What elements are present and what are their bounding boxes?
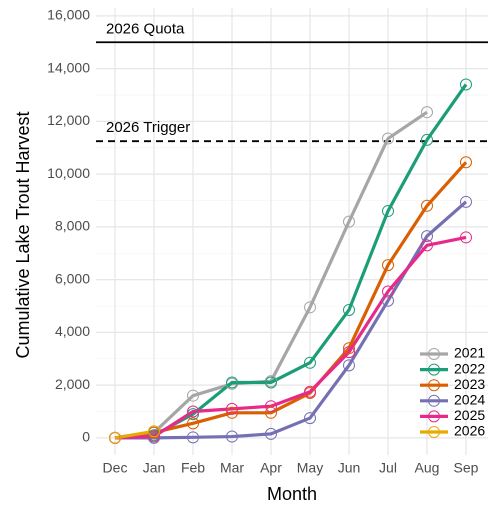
data-point — [187, 431, 199, 444]
data-point — [304, 412, 316, 425]
data-point — [382, 132, 394, 145]
data-point — [265, 427, 277, 440]
legend-key-point — [428, 363, 440, 376]
series-line — [114, 429, 155, 440]
data-point — [421, 106, 433, 119]
data-point — [304, 356, 316, 369]
data-point — [226, 402, 238, 415]
series-line — [114, 161, 468, 440]
x-tick-label: Sep — [454, 460, 479, 476]
data-point — [187, 389, 199, 402]
y-tick-label: 16,000 — [47, 7, 90, 23]
data-point — [382, 259, 394, 272]
data-point — [343, 303, 355, 316]
y-tick-label: 8,000 — [55, 218, 90, 234]
data-point — [226, 406, 238, 419]
data-point — [421, 239, 433, 252]
y-tick-label: 2,000 — [55, 376, 90, 392]
data-point — [226, 430, 238, 443]
reference-label: 2026 Trigger — [106, 119, 190, 136]
x-tick-label: Dec — [103, 460, 128, 476]
x-tick-label: Jan — [143, 460, 166, 476]
data-point — [148, 425, 160, 438]
x-tick-label: May — [297, 460, 323, 476]
data-point — [460, 78, 472, 91]
legend-key-point — [428, 394, 440, 407]
legend-label: 2026 — [454, 423, 485, 439]
data-point — [304, 301, 316, 314]
data-point — [226, 376, 238, 389]
data-point — [343, 346, 355, 359]
data-point — [382, 294, 394, 307]
y-tick-label: 4,000 — [55, 323, 90, 339]
legend-key-point — [428, 379, 440, 392]
legend-label: 2024 — [454, 392, 485, 408]
data-point — [265, 376, 277, 389]
data-point — [421, 133, 433, 146]
legend-key-point — [428, 348, 440, 360]
data-point — [343, 215, 355, 228]
legend-label: 2022 — [454, 360, 485, 376]
data-point — [109, 431, 121, 444]
x-tick-label: Feb — [181, 460, 205, 476]
x-tick-label: Jun — [338, 460, 361, 476]
data-point — [460, 231, 472, 244]
data-point — [187, 417, 199, 430]
data-point — [187, 408, 199, 421]
y-axis-title: Cumulative Lake Trout Harvest — [13, 111, 33, 358]
y-tick-label: 12,000 — [47, 112, 90, 128]
data-point — [460, 156, 472, 169]
x-tick-label: Mar — [220, 460, 244, 476]
data-point — [421, 199, 433, 212]
data-point — [148, 430, 160, 443]
x-tick-label: Aug — [415, 460, 440, 476]
data-point — [460, 195, 472, 208]
y-tick-label: 14,000 — [47, 59, 90, 75]
legend-label: 2021 — [454, 345, 485, 361]
data-point — [304, 385, 316, 398]
data-point — [382, 205, 394, 218]
data-point — [421, 230, 433, 243]
x-tick-label: Jul — [379, 460, 397, 476]
legend-label: 2025 — [454, 407, 485, 423]
legend-label: 2023 — [454, 376, 485, 392]
legend-key-point — [428, 410, 440, 423]
y-tick-label: 6,000 — [55, 270, 90, 286]
data-point — [382, 285, 394, 298]
y-tick-label: 0 — [82, 429, 90, 445]
legend-key-point — [428, 426, 440, 438]
y-tick-label: 10,000 — [47, 165, 90, 181]
series-line — [114, 235, 467, 440]
data-point — [343, 359, 355, 372]
data-point — [265, 406, 277, 419]
data-point — [187, 405, 199, 418]
reference-label: 2026 Quota — [106, 20, 185, 37]
x-tick-label: Apr — [260, 460, 282, 476]
data-point — [265, 400, 277, 413]
x-axis-title: Month — [267, 484, 317, 504]
data-point — [343, 342, 355, 355]
